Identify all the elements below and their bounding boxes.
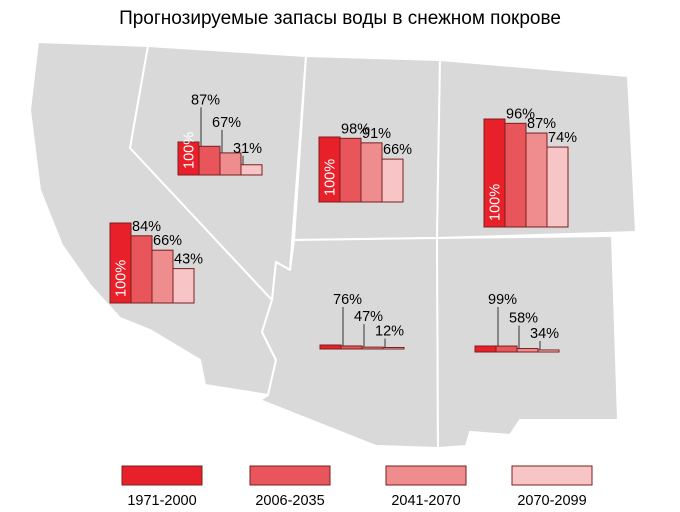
region-bars-california: 100% 84%66% 43% — [109, 219, 203, 304]
data-label-utah-3: 91% — [362, 126, 391, 142]
legend-item-4: 2070-2099 — [511, 465, 593, 509]
bar-arizona-3 — [361, 346, 384, 350]
bar-new-mexico-4 — [537, 349, 560, 353]
data-label-california-4: 43% — [174, 252, 203, 268]
data-label-colorado-2: 96% — [506, 106, 535, 122]
data-label-california-3: 66% — [153, 233, 182, 249]
region-bars-new-mexico: 99% 58%34% — [474, 292, 560, 353]
legend-label-3: 2041-2070 — [391, 493, 460, 509]
chart-title: Прогнозируемые запасы воды в снежном пок… — [119, 8, 561, 29]
bar-new-mexico-1 — [474, 345, 497, 353]
bar-utah-3 — [360, 142, 383, 203]
bar-california-4 — [172, 268, 195, 304]
bar-utah-2 — [339, 137, 362, 203]
bar-arizona-4 — [382, 347, 405, 350]
bar-california-3 — [151, 249, 174, 304]
legend-item-3: 2041-2070 — [385, 465, 467, 509]
legend-swatch-1 — [121, 465, 203, 486]
bar-utah-4 — [381, 158, 404, 203]
bar-nevada-2 — [198, 145, 221, 176]
state-arizona — [259, 237, 439, 449]
bar-arizona-1 — [319, 344, 342, 350]
legend-swatch-4 — [511, 465, 593, 486]
legend-item-2: 2006-2035 — [249, 465, 331, 509]
data-label-nevada-4: 31% — [233, 141, 262, 157]
data-label-utah-4: 66% — [383, 142, 412, 158]
data-label-utah-1: 100% — [323, 159, 339, 196]
bar-new-mexico-2 — [495, 345, 518, 353]
legend-item-1: 1971-2000 — [121, 465, 203, 509]
legend: 1971-2000 2006-2035 2041-2070 2070-2099 — [121, 465, 593, 509]
region-bars-colorado: 100% 96%87%74% — [483, 106, 577, 228]
bar-colorado-2 — [504, 122, 527, 228]
legend-label-1: 1971-2000 — [127, 493, 196, 509]
data-label-california-1: 100% — [114, 260, 130, 297]
data-label-arizona-3: 47% — [354, 309, 383, 325]
data-label-california-2: 84% — [132, 219, 161, 235]
legend-label-2: 2006-2035 — [255, 493, 324, 509]
data-label-arizona-2: 76% — [333, 292, 362, 308]
bar-nevada-4 — [240, 164, 263, 176]
data-label-colorado-3: 87% — [527, 116, 556, 132]
state-new-mexico — [436, 235, 619, 449]
data-label-utah-2: 98% — [341, 121, 370, 137]
bar-arizona-2 — [340, 345, 363, 350]
bar-california-2 — [130, 235, 153, 304]
region-bars-utah: 100% 98%91%66% — [318, 121, 412, 203]
data-label-arizona-4: 12% — [375, 324, 404, 340]
region-bars-arizona: 76%47%12% — [319, 292, 405, 350]
legend-label-4: 2070-2099 — [517, 493, 586, 509]
bar-colorado-3 — [525, 132, 548, 228]
data-label-nevada-3: 67% — [212, 115, 241, 131]
data-label-new-mexico-3: 58% — [509, 311, 538, 327]
data-label-new-mexico-4: 34% — [530, 326, 559, 342]
legend-swatch-3 — [385, 465, 467, 486]
bar-colorado-4 — [546, 146, 569, 228]
bar-new-mexico-3 — [516, 348, 539, 353]
data-label-nevada-2: 87% — [191, 92, 220, 108]
bar-nevada-3 — [219, 152, 242, 176]
data-label-colorado-4: 74% — [548, 130, 577, 146]
region-bars-nevada: 100% 87% 67% 31% — [177, 92, 263, 176]
data-label-colorado-1: 100% — [488, 184, 504, 221]
data-label-nevada-1: 100% — [182, 132, 198, 169]
legend-swatch-2 — [249, 465, 331, 486]
bars-layer: 100%84%66%43%100%87%67%31%100%98%91%66%1… — [109, 92, 577, 353]
data-label-new-mexico-2: 99% — [488, 292, 517, 308]
